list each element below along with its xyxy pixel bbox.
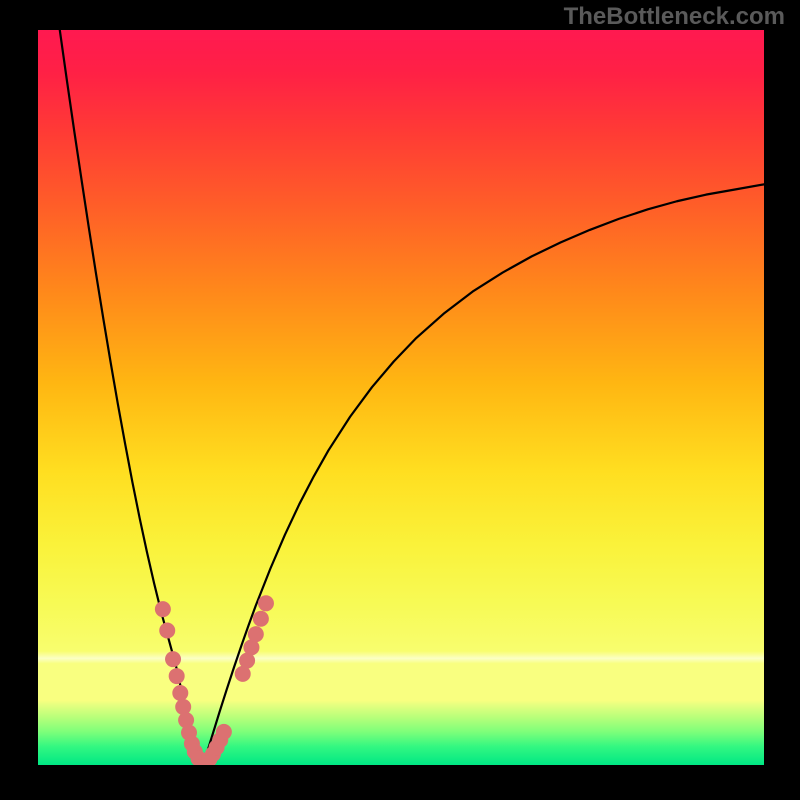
data-dot <box>253 611 269 627</box>
watermark-text: TheBottleneck.com <box>564 3 785 31</box>
data-dot <box>258 595 274 611</box>
data-dot <box>169 668 185 684</box>
data-dot <box>175 699 191 715</box>
data-dot <box>155 601 171 617</box>
data-dot <box>248 626 264 642</box>
data-dots <box>38 30 764 765</box>
data-dot <box>165 651 181 667</box>
plot-area <box>38 30 764 765</box>
data-dot <box>172 685 188 701</box>
data-dot <box>216 724 232 740</box>
data-dot <box>159 623 175 639</box>
